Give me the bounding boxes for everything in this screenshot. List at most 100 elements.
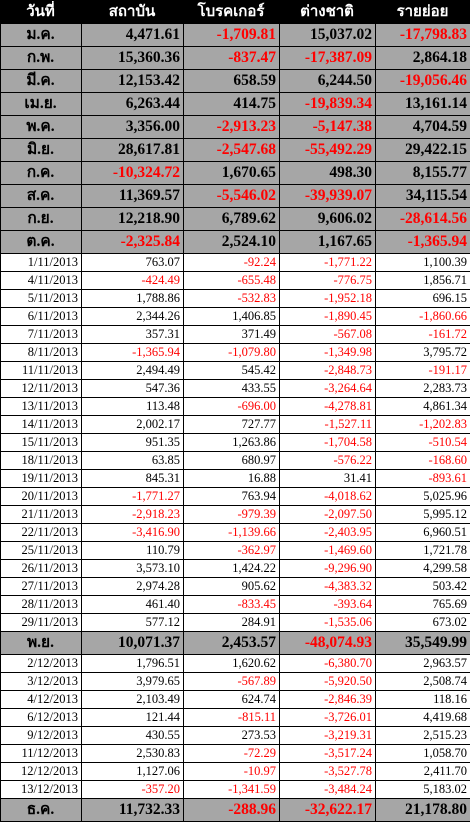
brokers-cell: 624.74: [184, 691, 280, 709]
institutions-cell: 2,344.26: [82, 308, 184, 326]
brokers-cell: -1,709.81: [184, 24, 280, 47]
foreign-cell: -17,387.09: [280, 47, 376, 70]
institutions-cell: 3,356.00: [82, 116, 184, 139]
retail-cell: 29,422.15: [376, 139, 470, 162]
retail-cell: 4,419.68: [376, 709, 470, 727]
foreign-cell: -1,535.06: [280, 614, 376, 632]
brokers-cell: 658.59: [184, 70, 280, 93]
institutions-cell: 121.44: [82, 709, 184, 727]
foreign-cell: -1,890.45: [280, 308, 376, 326]
brokers-cell: -655.48: [184, 272, 280, 290]
institutions-cell: 11,369.57: [82, 185, 184, 208]
brokers-cell: 1,670.65: [184, 162, 280, 185]
date-cell: 13/12/2013: [1, 781, 82, 799]
date-cell: 25/11/2013: [1, 542, 82, 560]
foreign-cell: -1,527.11: [280, 416, 376, 434]
institutions-cell: 2,494.49: [82, 362, 184, 380]
brokers-cell: 6,789.62: [184, 208, 280, 231]
institutions-cell: 4,471.61: [82, 24, 184, 47]
institutions-cell: 845.31: [82, 470, 184, 488]
date-cell: 20/11/2013: [1, 488, 82, 506]
date-cell: พ.ย.: [1, 632, 82, 655]
date-cell: ส.ค.: [1, 185, 82, 208]
foreign-cell: 31.41: [280, 470, 376, 488]
institutions-cell: 1,788.86: [82, 290, 184, 308]
foreign-cell: -393.64: [280, 596, 376, 614]
institutions-cell: 951.35: [82, 434, 184, 452]
brokers-cell: -72.29: [184, 745, 280, 763]
retail-cell: -191.17: [376, 362, 470, 380]
date-cell: 26/11/2013: [1, 560, 82, 578]
foreign-cell: 6,244.50: [280, 70, 376, 93]
foreign-cell: -1,469.60: [280, 542, 376, 560]
institutions-cell: 461.40: [82, 596, 184, 614]
header-row: วันที่ สถาบัน โบรคเกอร์ ต่างชาติ รายย่อย: [1, 1, 470, 24]
institutions-cell: -1,771.27: [82, 488, 184, 506]
foreign-cell: -5,920.50: [280, 673, 376, 691]
brokers-cell: 1,620.62: [184, 655, 280, 673]
retail-cell: 4,861.34: [376, 398, 470, 416]
date-cell: เม.ย.: [1, 93, 82, 116]
header-retail: รายย่อย: [376, 1, 470, 24]
brokers-cell: 1,263.86: [184, 434, 280, 452]
date-cell: 29/11/2013: [1, 614, 82, 632]
foreign-cell: -3,484.24: [280, 781, 376, 799]
brokers-cell: 2,524.10: [184, 231, 280, 254]
institutions-cell: 110.79: [82, 542, 184, 560]
institutions-cell: 357.31: [82, 326, 184, 344]
institutions-cell: 2,103.49: [82, 691, 184, 709]
date-cell: ก.ค.: [1, 162, 82, 185]
date-cell: 15/11/2013: [1, 434, 82, 452]
date-cell: 18/11/2013: [1, 452, 82, 470]
retail-cell: 5,183.02: [376, 781, 470, 799]
retail-cell: 2,508.74: [376, 673, 470, 691]
retail-cell: 3,795.72: [376, 344, 470, 362]
date-cell: ก.พ.: [1, 47, 82, 70]
retail-cell: 4,704.59: [376, 116, 470, 139]
institutions-cell: -10,324.72: [82, 162, 184, 185]
date-cell: 9/12/2013: [1, 727, 82, 745]
foreign-cell: 1,167.65: [280, 231, 376, 254]
institutions-cell: 3,573.10: [82, 560, 184, 578]
brokers-cell: -1,139.66: [184, 524, 280, 542]
date-cell: ต.ค.: [1, 231, 82, 254]
date-cell: 8/11/2013: [1, 344, 82, 362]
brokers-cell: -2,913.23: [184, 116, 280, 139]
date-cell: 2/12/2013: [1, 655, 82, 673]
institutions-cell: 11,732.33: [82, 799, 184, 822]
date-cell: 19/11/2013: [1, 470, 82, 488]
retail-cell: 21,178.80: [376, 799, 470, 822]
retail-cell: -510.54: [376, 434, 470, 452]
retail-cell: 765.69: [376, 596, 470, 614]
brokers-cell: -2,547.68: [184, 139, 280, 162]
retail-cell: -28,614.56: [376, 208, 470, 231]
institutions-cell: -2,325.84: [82, 231, 184, 254]
foreign-cell: -55,492.29: [280, 139, 376, 162]
foreign-cell: -3,219.31: [280, 727, 376, 745]
foreign-cell: -1,771.22: [280, 254, 376, 272]
date-cell: ก.ย.: [1, 208, 82, 231]
date-cell: 21/11/2013: [1, 506, 82, 524]
retail-cell: 673.02: [376, 614, 470, 632]
brokers-cell: -1,079.80: [184, 344, 280, 362]
brokers-cell: -362.97: [184, 542, 280, 560]
retail-cell: 5,995.12: [376, 506, 470, 524]
institutions-cell: 547.36: [82, 380, 184, 398]
brokers-cell: -1,341.59: [184, 781, 280, 799]
date-cell: พ.ค.: [1, 116, 82, 139]
brokers-cell: -10.97: [184, 763, 280, 781]
date-cell: 11/12/2013: [1, 745, 82, 763]
institutions-cell: 1,796.51: [82, 655, 184, 673]
